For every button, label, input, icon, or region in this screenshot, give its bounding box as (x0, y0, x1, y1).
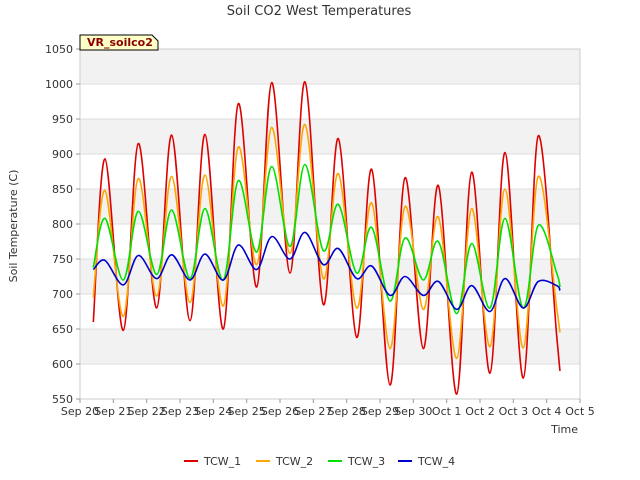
legend-label-tcw_3: TCW_3 (347, 455, 385, 468)
x-tick-label: Sep 20 (61, 405, 99, 418)
x-tick-label: Sep 22 (128, 405, 166, 418)
legend-label-tcw_2: TCW_2 (275, 455, 313, 468)
x-tick-label: Oct 2 (465, 405, 495, 418)
band-850 (80, 154, 580, 189)
series-line-tcw_2 (92, 123, 561, 360)
band-550 (80, 364, 580, 399)
band-1000 (80, 49, 580, 84)
series-lines (92, 81, 561, 395)
legend-label-tcw_4: TCW_4 (417, 455, 455, 468)
x-tick-label: Oct 1 (432, 405, 462, 418)
x-tick-label: Sep 30 (394, 405, 432, 418)
y-tick-label: 550 (52, 393, 73, 406)
band-600 (80, 329, 580, 364)
series-line-tcw_3 (92, 163, 561, 315)
y-tick-label: 950 (52, 113, 73, 126)
y-tick-label: 650 (52, 323, 73, 336)
band-800 (80, 189, 580, 224)
legend: TCW_1 TCW_2 TCW_3 TCW_4 (184, 455, 455, 468)
band-700 (80, 259, 580, 294)
y-tick-label: 850 (52, 183, 73, 196)
station-badge-text: VR_soilco2 (87, 36, 153, 49)
y-tick-label: 1050 (45, 43, 73, 56)
band-900 (80, 119, 580, 154)
x-tick-label: Sep 29 (361, 405, 399, 418)
x-tick-label: Sep 27 (294, 405, 332, 418)
y-axis-title: Soil Temperature (C) (7, 170, 20, 283)
y-tick-label: 750 (52, 253, 73, 266)
x-tick-label: Sep 23 (161, 405, 199, 418)
station-badge: VR_soilco2 (79, 34, 159, 51)
station-badge-shape (79, 34, 159, 51)
y-tick-label: 1000 (45, 78, 73, 91)
x-tick-label: Sep 25 (228, 405, 266, 418)
chart-title: Soil CO2 West Temperatures (227, 4, 412, 19)
x-tick-label: Sep 26 (261, 405, 299, 418)
x-tick-label: Oct 4 (532, 405, 562, 418)
y-tick-label: 800 (52, 218, 73, 231)
series-line-tcw_4 (92, 231, 561, 313)
x-tick-label: Sep 24 (194, 405, 232, 418)
x-tick-label: Oct 5 (565, 405, 595, 418)
x-tick-label: Oct 3 (499, 405, 529, 418)
y-tick-label: 900 (52, 148, 73, 161)
y-axis-ticks: 550 600 650 700 750 800 850 900 950 1000 1050 (45, 43, 80, 406)
band-950 (80, 84, 580, 119)
y-tick-label: 700 (52, 288, 73, 301)
x-tick-label: Sep 28 (328, 405, 366, 418)
x-axis-title: Time (550, 423, 578, 436)
x-tick-label: Sep 21 (94, 405, 132, 418)
y-tick-label: 600 (52, 358, 73, 371)
legend-label-tcw_1: TCW_1 (203, 455, 241, 468)
